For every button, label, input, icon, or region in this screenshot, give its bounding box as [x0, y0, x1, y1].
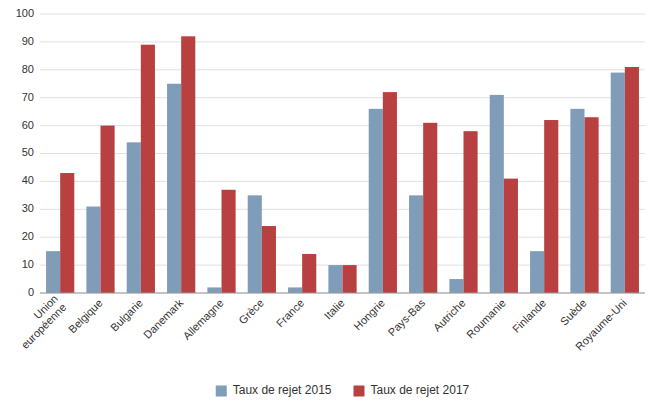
x-tick-label: Pays-Bas — [386, 296, 428, 338]
bar — [127, 142, 141, 293]
bar — [101, 126, 115, 293]
bar — [288, 287, 302, 293]
bar — [423, 123, 437, 293]
y-tick-label: 40 — [22, 174, 34, 186]
legend-swatch — [216, 386, 227, 397]
x-tick-label: Royaume-Uni — [573, 297, 629, 353]
x-tick-label: Roumanie — [464, 297, 508, 341]
x-tick-label: Autriche — [431, 297, 468, 334]
x-axis-line — [40, 293, 645, 294]
grid-line — [40, 97, 645, 98]
legend-swatch — [354, 386, 365, 397]
x-tick-label: Hongrie — [351, 297, 387, 333]
y-tick-label: 90 — [22, 35, 34, 47]
y-tick-label: 30 — [22, 202, 34, 214]
y-tick-label: 80 — [22, 63, 34, 75]
bar — [60, 173, 74, 293]
bar — [343, 265, 357, 293]
y-tick-label: 20 — [22, 230, 34, 242]
x-tick-label: Suède — [558, 297, 589, 328]
bar — [181, 36, 195, 293]
legend: Taux de rejet 2015 Taux de rejet 2017 — [216, 383, 470, 397]
chart-container: 0 10 20 30 40 50 60 70 80 90 100 UnioneuropéenneBel… — [0, 0, 659, 405]
bar — [449, 279, 463, 293]
x-tick-label: Danemark — [141, 296, 186, 341]
grid-line — [40, 69, 645, 70]
x-tick-label: Grèce — [236, 297, 266, 327]
bar — [328, 265, 342, 293]
chart: 0 10 20 30 40 50 60 70 80 90 100 UnioneuropéenneBel… — [0, 0, 659, 405]
x-tick-label: Allemagne — [180, 297, 225, 342]
bar — [302, 254, 316, 293]
bar — [222, 190, 236, 293]
bar — [86, 207, 100, 293]
legend-item: Taux de rejet 2015 — [216, 383, 332, 397]
bar — [530, 251, 544, 293]
bar — [464, 131, 478, 293]
bar — [570, 109, 584, 293]
bar — [262, 226, 276, 293]
bar — [141, 45, 155, 293]
y-tick-label: 0 — [28, 286, 34, 298]
x-tick-label: Belgique — [66, 297, 105, 336]
x-tick-label: Italie — [322, 297, 347, 322]
bar — [504, 179, 518, 293]
bar — [167, 84, 181, 293]
bar — [248, 195, 262, 293]
y-tick-label: 70 — [22, 91, 34, 103]
legend-label: Taux de rejet 2015 — [233, 383, 332, 397]
bar — [625, 67, 639, 293]
y-tick-label: 50 — [22, 146, 34, 158]
bar — [611, 73, 625, 293]
bar — [46, 251, 60, 293]
bars — [46, 36, 639, 293]
legend-item: Taux de rejet 2017 — [354, 383, 470, 397]
grid-line — [40, 293, 645, 294]
y-tick-label: 100 — [16, 7, 34, 19]
x-axis: UnioneuropéenneBelgiqueBulgarieDanemarkA… — [10, 292, 629, 352]
grid — [40, 14, 645, 293]
x-tick-label: Unioneuropéenne — [10, 292, 69, 351]
grid-line — [40, 41, 645, 42]
x-tick-label: Bulgarie — [108, 297, 145, 334]
grid-line — [40, 14, 645, 15]
bar — [369, 109, 383, 293]
x-tick-label: Finlande — [510, 297, 548, 335]
x-tick-label: France — [274, 297, 307, 330]
y-tick-label: 60 — [22, 119, 34, 131]
y-tick-label: 10 — [22, 258, 34, 270]
bar — [207, 287, 221, 293]
bar — [409, 195, 423, 293]
bar — [490, 95, 504, 293]
legend-label: Taux de rejet 2017 — [371, 383, 470, 397]
bar — [383, 92, 397, 293]
bar — [585, 117, 599, 293]
bar — [544, 120, 558, 293]
y-axis: 0 10 20 30 40 50 60 70 80 90 100 — [16, 7, 34, 298]
